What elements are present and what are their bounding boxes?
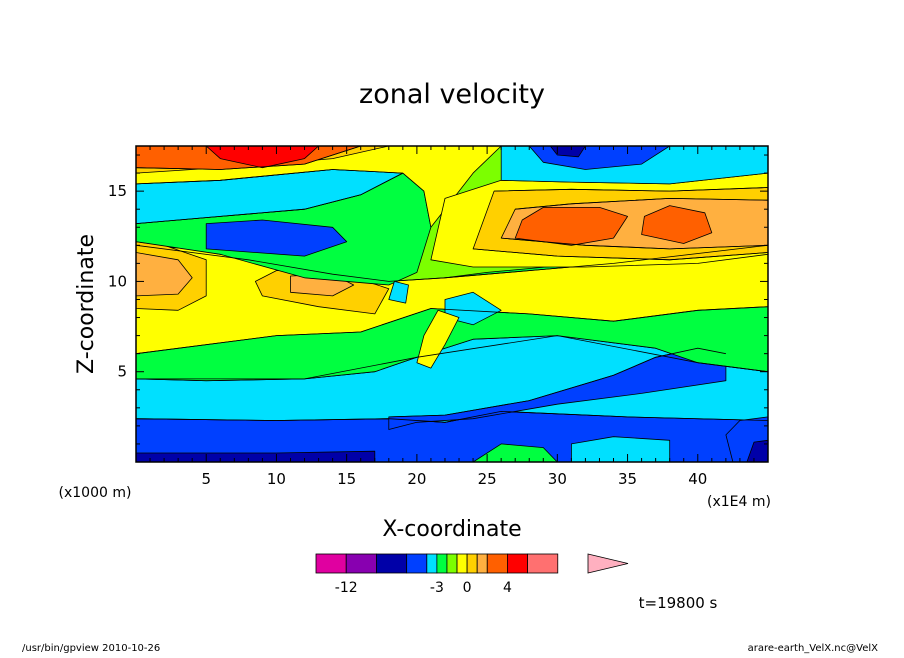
contour-line-7	[494, 187, 768, 192]
contour-region-29	[416, 309, 460, 369]
x-tick-label: 5	[201, 470, 211, 488]
colorbar: -12 -3 0 4	[315, 553, 629, 596]
contour-line-1	[136, 335, 768, 380]
contour-region-21	[641, 205, 713, 244]
x-unit-label: (x1E4 m)	[707, 494, 771, 510]
y-axis-label: Z-coordinate	[74, 234, 99, 374]
colorbar-tick-label: 0	[463, 580, 472, 596]
contour-region-28	[388, 280, 409, 304]
colorbar-extend-arrow	[587, 553, 629, 574]
contour-line-9	[515, 197, 768, 210]
colorbar-tick-label: -3	[430, 580, 444, 596]
contour-line-8	[501, 237, 768, 250]
x-tick-label: 20	[407, 470, 426, 488]
colorbar-segment-2	[376, 553, 408, 574]
contour-line-4	[136, 169, 403, 185]
contour-region-31	[746, 439, 768, 462]
colorbar-segment-0	[315, 553, 347, 574]
contour-region-1	[136, 450, 376, 462]
x-tick-label: 40	[688, 470, 707, 488]
y-tick-label: 5	[117, 363, 127, 381]
colorbar-segment-11	[507, 553, 528, 574]
colorbar-tick-label: 4	[503, 580, 512, 596]
colorbar-segment-12	[527, 553, 559, 574]
y-axis: 5 10 15	[108, 154, 768, 445]
colorbar-segment-8	[466, 553, 478, 574]
contour-region-25	[472, 443, 558, 462]
time-label: t=19800 s	[639, 594, 718, 612]
contour-line-10	[136, 410, 768, 423]
contour-line-6	[473, 248, 768, 261]
x-tick-label: 15	[337, 470, 356, 488]
y-unit-label: (x1000 m)	[59, 485, 132, 501]
x-axis-label: X-coordinate	[382, 517, 521, 542]
y-tick-label: 15	[108, 182, 127, 200]
contour-region-7	[136, 252, 193, 297]
colorbar-segment-4	[426, 553, 438, 574]
colorbar-tick-label: -12	[335, 580, 358, 596]
contour-line-0	[136, 306, 768, 355]
colorbar-segment-3	[406, 553, 428, 574]
plot-area: 5 10 15 20 25 30 35 40 5 10 15	[108, 145, 769, 488]
chart-title: zonal velocity	[359, 79, 545, 110]
contour-region-27	[444, 291, 502, 326]
contour-region-12	[205, 219, 348, 257]
contour-line-2	[136, 244, 768, 282]
footer-left: /usr/bin/gpview 2010-10-26	[22, 643, 160, 654]
x-tick-label: 25	[478, 470, 497, 488]
footer-right: arare-earth_VelX.nc@VelX	[748, 643, 879, 654]
contour-line-11	[388, 347, 726, 418]
contour-region-20	[514, 206, 628, 246]
contour-fill-regions	[136, 146, 768, 462]
colorbar-segment-7	[456, 553, 468, 574]
contour-lines	[136, 146, 768, 423]
contour-region-26	[571, 436, 671, 462]
colorbar-segment-1	[345, 553, 377, 574]
contour-region-24	[549, 146, 586, 158]
plot-frame	[135, 145, 769, 463]
x-tick-label: 35	[618, 470, 637, 488]
contour-region-16	[205, 146, 320, 169]
colorbar-segment-5	[436, 553, 448, 574]
x-tick-label: 30	[548, 470, 567, 488]
x-tick-label: 10	[267, 470, 286, 488]
x-axis: 5 10 15 20 25 30 35 40	[149, 146, 755, 488]
contour-line-3	[136, 172, 403, 224]
colorbar-segment-9	[476, 553, 488, 574]
contour-line-5	[136, 146, 361, 170]
y-tick-label: 10	[108, 272, 127, 290]
colorbar-segment-6	[446, 553, 458, 574]
colorbar-segment-10	[486, 553, 508, 574]
